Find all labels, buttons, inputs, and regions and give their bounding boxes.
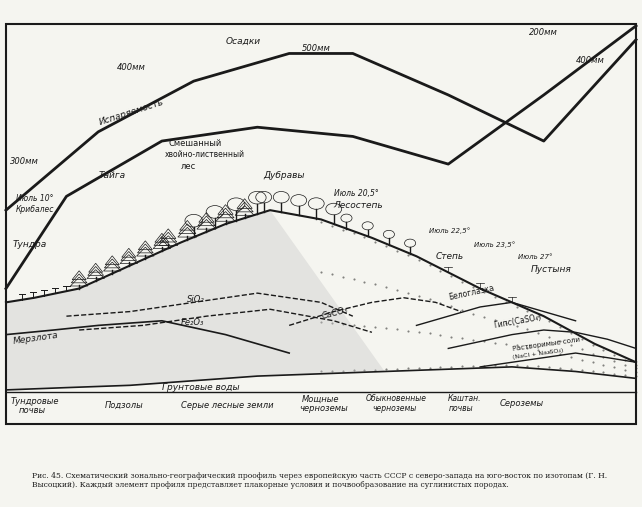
Text: Белоглазка: Белоглазка xyxy=(448,283,496,302)
Text: 300мм: 300мм xyxy=(10,157,39,166)
Text: почвы: почвы xyxy=(19,406,46,415)
Text: Июль 10°: Июль 10° xyxy=(15,194,53,203)
Text: Растворимые соли: Растворимые соли xyxy=(512,336,580,352)
Text: Степь: Степь xyxy=(435,251,464,261)
Text: Осадки: Осадки xyxy=(225,37,261,46)
Text: Сероземы: Сероземы xyxy=(499,399,543,408)
Text: Мощные: Мощные xyxy=(302,394,340,404)
Text: Лесостепь: Лесостепь xyxy=(334,201,383,210)
Text: Июль 20,5°: Июль 20,5° xyxy=(334,189,379,198)
Text: Пустыня: Пустыня xyxy=(531,265,572,274)
Text: 400мм: 400мм xyxy=(117,62,146,71)
Text: лес: лес xyxy=(181,162,196,171)
Text: Тундра: Тундра xyxy=(12,240,47,249)
Text: черноземы: черноземы xyxy=(299,404,347,413)
Polygon shape xyxy=(6,210,385,390)
Text: Дубравы: Дубравы xyxy=(264,171,305,180)
Text: Гипс(CaSO₄): Гипс(CaSO₄) xyxy=(493,312,542,330)
Text: Испаряемость: Испаряемость xyxy=(98,97,165,127)
Text: CaCO₃: CaCO₃ xyxy=(321,305,349,320)
Text: Каштан.: Каштан. xyxy=(448,394,482,404)
Text: (NaCl + Na₂SO₄): (NaCl + Na₂SO₄) xyxy=(512,347,564,359)
Text: Июль 22,5°: Июль 22,5° xyxy=(429,228,471,234)
Text: SiO₂: SiO₂ xyxy=(187,296,205,304)
Text: Тундровые: Тундровые xyxy=(10,397,59,406)
Text: Тайга: Тайга xyxy=(98,171,125,180)
Text: Июль 23,5°: Июль 23,5° xyxy=(474,241,515,248)
Text: Грунтовые воды: Грунтовые воды xyxy=(162,383,239,392)
Text: 500мм: 500мм xyxy=(302,44,331,53)
Text: Обыкновенные: Обыкновенные xyxy=(365,394,426,404)
Text: черноземы: черноземы xyxy=(372,404,416,413)
Text: Июль 27°: Июль 27° xyxy=(518,254,553,260)
Text: Смешанный: Смешанный xyxy=(168,138,221,148)
Text: хвойно-лиственный: хвойно-лиственный xyxy=(165,150,245,159)
Text: почвы: почвы xyxy=(448,404,473,413)
Text: Подзолы: Подзолы xyxy=(105,402,143,410)
Text: 400мм: 400мм xyxy=(576,56,605,65)
Text: Fe₂O₃: Fe₂O₃ xyxy=(181,318,204,328)
Bar xyxy=(6,23,636,424)
Text: Рис. 45. Схематический зонально-географический проофиль через европейскую часть : Рис. 45. Схематический зонально-географи… xyxy=(32,472,607,489)
Text: Серые лесные земли: Серые лесные земли xyxy=(181,402,273,410)
Text: Мерзлота: Мерзлота xyxy=(12,331,59,346)
Text: 200мм: 200мм xyxy=(529,28,558,37)
Text: Крибалес: Крибалес xyxy=(15,205,54,214)
